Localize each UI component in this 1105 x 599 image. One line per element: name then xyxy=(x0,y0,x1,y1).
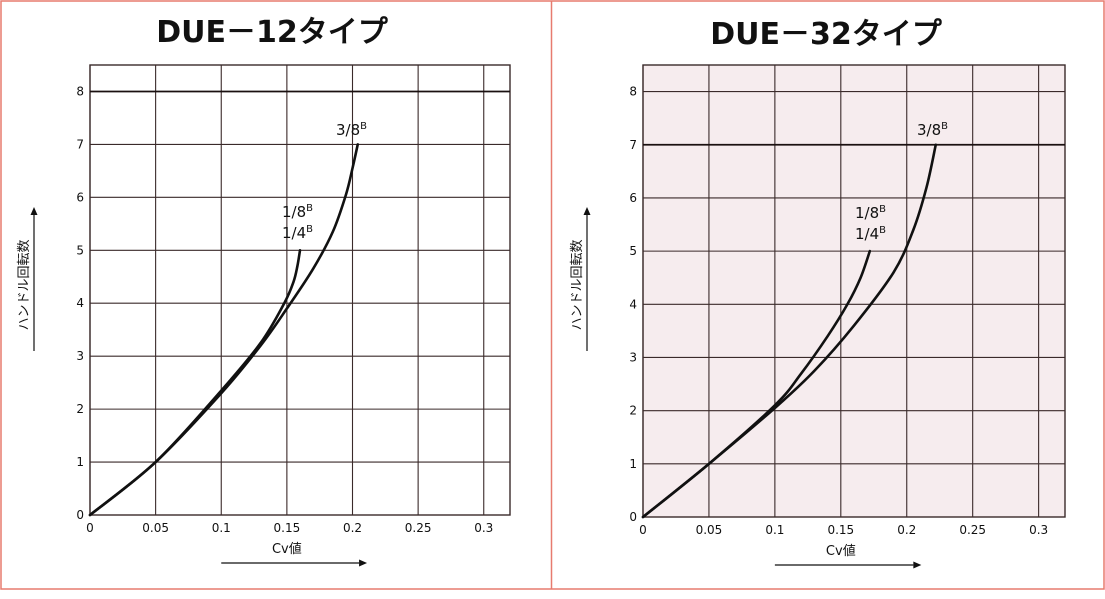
curves: 1/8B 1/4B 3/8B xyxy=(641,121,948,519)
chart-panel-due32: 0 0.05 0.1 0.15 0.2 0.25 0.3 0 1 2 3 4 5 6 7 8 1/8B 1/4B… xyxy=(570,17,1066,569)
series-line xyxy=(88,143,360,517)
y-axis-label: ハンドル回転数 xyxy=(17,239,32,330)
series-line xyxy=(641,143,938,519)
series-label: 1/4B xyxy=(855,225,886,243)
y-axis-arrowhead xyxy=(583,207,591,215)
y-tick-label: 1 xyxy=(76,455,84,469)
series-label: 3/8B xyxy=(917,121,948,139)
y-tick-label: 3 xyxy=(76,349,84,363)
y-tick-label: 5 xyxy=(76,243,84,257)
series-label: 1/8B xyxy=(855,204,886,222)
y-tick-label: 0 xyxy=(629,510,637,524)
x-axis-label: Cv値 xyxy=(826,543,856,559)
curves: 1/8B 1/4B 3/8B xyxy=(88,121,367,517)
chart-title: DUE－12タイプ xyxy=(156,15,389,50)
y-axis-label: ハンドル回転数 xyxy=(570,239,585,330)
series-label: 1/4B xyxy=(282,224,313,242)
grid xyxy=(89,64,511,516)
x-axis-arrowhead xyxy=(359,559,368,567)
y-axis-arrowhead xyxy=(30,207,38,215)
chart-panel-due12: 0 0.05 0.1 0.15 0.2 0.25 0.3 0 1 2 3 4 5 6 7 8 1/8B 1/4B… xyxy=(17,15,511,567)
x-tick-label: 0 xyxy=(639,523,647,537)
x-tick-label: 0.3 xyxy=(1029,523,1048,537)
y-tick-label: 6 xyxy=(76,190,84,204)
x-tick-label: 0.25 xyxy=(405,521,432,535)
x-axis-label: Cv値 xyxy=(272,541,302,557)
axis-ticks: 0 0.05 0.1 0.15 0.2 0.25 0.3 0 1 2 3 4 5 6 7 8 xyxy=(629,85,1048,537)
series-label: 3/8B xyxy=(336,121,367,139)
y-tick-label: 8 xyxy=(629,85,637,99)
y-tick-label: 3 xyxy=(629,350,637,364)
chart-title: DUE－32タイプ xyxy=(710,17,943,52)
x-tick-label: 0.15 xyxy=(274,521,301,535)
y-tick-label: 6 xyxy=(629,191,637,205)
y-tick-label: 4 xyxy=(76,296,84,310)
y-tick-label: 8 xyxy=(76,84,84,98)
x-tick-label: 0.2 xyxy=(897,523,916,537)
axis-ticks: 0 0.05 0.1 0.15 0.2 0.25 0.3 0 1 2 3 4 5 6 7 8 xyxy=(76,84,493,535)
grid xyxy=(642,64,1066,518)
x-tick-label: 0.05 xyxy=(696,523,723,537)
x-tick-label: 0.3 xyxy=(474,521,493,535)
x-tick-label: 0 xyxy=(86,521,94,535)
y-tick-label: 7 xyxy=(629,138,637,152)
x-tick-label: 0.05 xyxy=(142,521,169,535)
x-tick-label: 0.15 xyxy=(827,523,854,537)
y-tick-label: 0 xyxy=(76,508,84,522)
x-tick-label: 0.2 xyxy=(343,521,362,535)
y-tick-label: 1 xyxy=(629,457,637,471)
y-tick-label: 7 xyxy=(76,137,84,151)
x-tick-label: 0.1 xyxy=(212,521,231,535)
series-label: 1/8B xyxy=(282,203,313,221)
y-tick-label: 4 xyxy=(629,297,637,311)
x-tick-label: 0.1 xyxy=(765,523,784,537)
x-axis-arrowhead xyxy=(913,561,922,569)
y-tick-label: 2 xyxy=(629,404,637,418)
y-tick-label: 5 xyxy=(629,244,637,258)
y-tick-label: 2 xyxy=(76,402,84,416)
x-tick-label: 0.25 xyxy=(959,523,986,537)
